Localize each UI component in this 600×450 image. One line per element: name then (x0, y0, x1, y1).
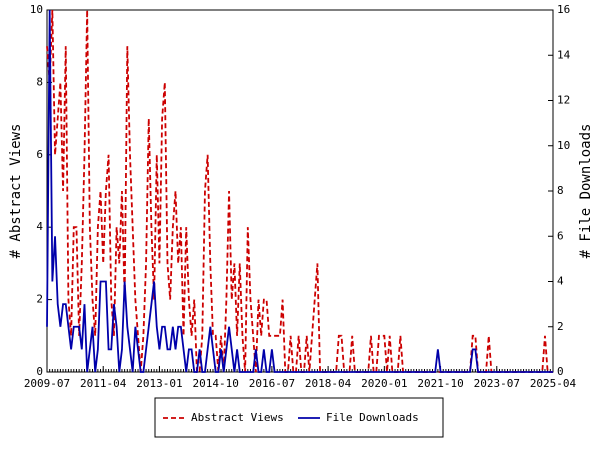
x-tick-label: 2011-04 (80, 377, 127, 390)
y2-tick-label: 0 (557, 365, 564, 378)
y2-tick-label: 14 (557, 48, 571, 61)
y-tick-label: 10 (30, 3, 43, 16)
y-tick-label: 8 (36, 75, 43, 88)
legend-label: Abstract Views (191, 411, 284, 424)
x-tick-label: 2014-10 (192, 377, 238, 390)
y2-tick-label: 4 (557, 275, 564, 288)
y2-tick-label: 8 (557, 184, 564, 197)
y2-tick-label: 6 (557, 229, 564, 242)
y2-tick-label: 16 (557, 3, 570, 16)
x-tick-label: 2018-04 (305, 377, 352, 390)
legend (154, 397, 444, 438)
x-tick-label: 2009-07 (24, 377, 70, 390)
y-tick-label: 4 (36, 220, 43, 233)
legend-label: File Downloads (326, 411, 419, 424)
y-tick-label: 6 (36, 148, 43, 161)
x-tick-label: 2021-10 (417, 377, 463, 390)
y-tick-label: 0 (36, 365, 43, 378)
y2-tick-label: 10 (557, 139, 570, 152)
series-line (46, 9, 553, 373)
y-axis-title: # Abstract Views (8, 124, 24, 259)
x-tick-label: 2016-07 (249, 377, 295, 390)
y2-axis-title: # File Downloads (578, 124, 594, 259)
y2-tick-label: 12 (557, 94, 570, 107)
x-tick-label: 2013-01 (136, 377, 182, 390)
y-tick-label: 2 (36, 293, 43, 306)
x-tick-label: 2025-04 (530, 377, 577, 390)
series-line (46, 9, 553, 373)
x-tick-label: 2020-01 (361, 377, 407, 390)
y2-tick-label: 2 (557, 320, 564, 333)
x-tick-label: 2023-07 (474, 377, 520, 390)
